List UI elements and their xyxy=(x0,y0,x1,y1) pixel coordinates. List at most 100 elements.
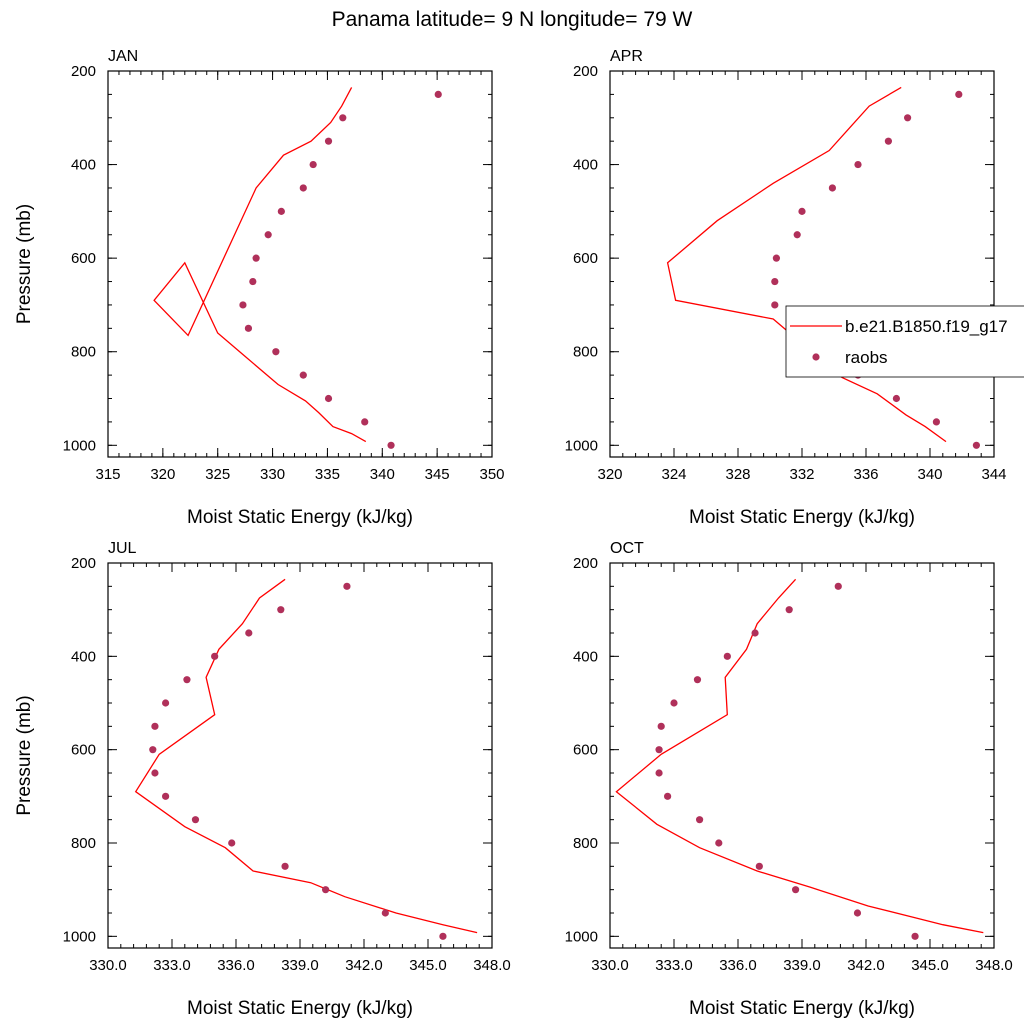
y-tick-label: 400 xyxy=(573,648,598,665)
x-tick-label: 330.0 xyxy=(591,957,629,974)
model-profile-line xyxy=(615,578,984,934)
x-tick-label: 320 xyxy=(597,466,622,483)
raobs-point xyxy=(245,629,253,637)
raobs-point xyxy=(696,816,704,824)
y-tick-label: 1000 xyxy=(63,928,96,945)
x-axis-label: Moist Static Energy (kJ/kg) xyxy=(689,998,915,1019)
raobs-point xyxy=(162,699,170,707)
raobs-point xyxy=(771,301,779,309)
raobs-point xyxy=(955,90,963,98)
raobs-point xyxy=(834,582,842,590)
raobs-point xyxy=(277,207,285,215)
model-profile-line xyxy=(666,86,947,443)
raobs-point xyxy=(381,909,389,917)
y-tick-label: 200 xyxy=(573,63,598,80)
raobs-point xyxy=(149,746,157,754)
x-axis-label: Moist Static Energy (kJ/kg) xyxy=(187,998,413,1019)
y-tick-label: 400 xyxy=(573,157,598,174)
raobs-point xyxy=(751,629,759,637)
raobs-point xyxy=(162,792,170,800)
x-tick-label: 330 xyxy=(260,466,285,483)
raobs-point xyxy=(670,699,678,707)
raobs-point xyxy=(277,606,285,614)
raobs-point xyxy=(183,676,191,684)
y-tick-label: 800 xyxy=(573,344,598,361)
raobs-point xyxy=(655,769,663,777)
panel-title: OCT xyxy=(610,540,644,557)
x-tick-label: 339.0 xyxy=(281,957,319,974)
y-tick-label: 600 xyxy=(71,742,96,759)
raobs-point xyxy=(785,606,793,614)
x-tick-label: 335 xyxy=(315,466,340,483)
raobs-point xyxy=(249,277,257,286)
legend-obs-label: raobs xyxy=(845,348,888,367)
y-axis-label: Pressure (mb) xyxy=(14,695,35,815)
raobs-point xyxy=(272,348,280,356)
panel-title: JAN xyxy=(108,48,138,65)
panel-apr: APR 320 324 328 332 336 340 344 200 400 600 800 1000… xyxy=(565,48,1024,528)
x-tick-label: 332 xyxy=(789,466,814,483)
raobs-point xyxy=(434,90,442,98)
legend-point-swatch xyxy=(812,353,820,361)
plot-frame xyxy=(609,562,995,949)
legend-box xyxy=(785,305,1024,378)
y-tick-label: 1000 xyxy=(565,437,598,454)
y-tick-label: 800 xyxy=(573,835,598,852)
raobs-point xyxy=(151,722,159,730)
raobs-point xyxy=(755,862,763,870)
raobs-point xyxy=(892,394,901,403)
y-tick-label: 800 xyxy=(71,835,96,852)
x-tick-label: 348.0 xyxy=(473,957,511,974)
x-tick-label: 336.0 xyxy=(217,957,255,974)
x-tick-label: 342.0 xyxy=(847,957,885,974)
y-tick-label: 1000 xyxy=(565,928,598,945)
raobs-point xyxy=(324,137,333,145)
x-tick-label: 333.0 xyxy=(655,957,693,974)
raobs-point xyxy=(884,137,893,145)
y-tick-label: 200 xyxy=(71,555,96,572)
x-tick-label: 336 xyxy=(853,466,878,483)
raobs-point xyxy=(387,441,395,449)
raobs-point xyxy=(309,160,317,169)
x-tick-label: 344 xyxy=(981,466,1006,483)
y-tick-label: 600 xyxy=(573,742,598,759)
raobs-point xyxy=(828,184,837,192)
raobs-point xyxy=(361,418,369,426)
x-axis-label: Moist Static Energy (kJ/kg) xyxy=(187,507,413,528)
raobs-point xyxy=(904,114,912,122)
legend-model-label: b.e21.B1850.f19_g17 xyxy=(845,317,1008,336)
panel-title: JUL xyxy=(108,540,137,557)
x-tick-label: 330.0 xyxy=(89,957,127,974)
raobs-point xyxy=(252,254,260,262)
raobs-point xyxy=(151,769,159,777)
x-tick-label: 333.0 xyxy=(153,957,191,974)
raobs-point xyxy=(324,394,333,403)
y-axis-label: Pressure (mb) xyxy=(14,204,35,324)
panel-oct: OCT 330.0 333.0 336.0 339.0 342.0 345.0 348.0 20… xyxy=(565,540,1013,1019)
panel-title: APR xyxy=(610,48,643,65)
y-tick-label: 400 xyxy=(71,157,96,174)
x-tick-label: 315 xyxy=(95,466,120,483)
raobs-point xyxy=(228,839,236,847)
raobs-point xyxy=(299,371,307,379)
figure-title: Panama latitude= 9 N longitude= 79 W xyxy=(332,8,693,31)
y-tick-label: 600 xyxy=(71,250,96,267)
x-tick-label: 328 xyxy=(725,466,750,483)
plot-frame xyxy=(107,562,493,949)
panel-jan: JAN 315 320 325 330 335 340 345 350 200 400 600 800 1… xyxy=(14,48,505,528)
plot-frame xyxy=(107,70,493,458)
raobs-point xyxy=(693,676,702,684)
raobs-point xyxy=(299,184,307,192)
raobs-point xyxy=(239,301,247,309)
x-tick-label: 320 xyxy=(150,466,175,483)
raobs-point xyxy=(792,886,800,894)
x-tick-label: 340 xyxy=(917,466,942,483)
x-tick-label: 336.0 xyxy=(719,957,757,974)
x-tick-label: 345.0 xyxy=(911,957,949,974)
panel-jul: JUL 330.0 333.0 336.0 339.0 342.0 345.0 348.0 20… xyxy=(14,540,511,1019)
raobs-point xyxy=(664,792,672,800)
raobs-point xyxy=(715,839,723,847)
raobs-point xyxy=(657,722,665,730)
y-tick-label: 200 xyxy=(71,63,96,80)
